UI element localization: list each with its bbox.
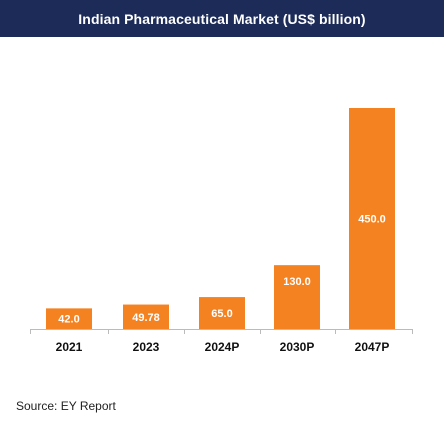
source-note: Source: EY Report xyxy=(16,399,116,413)
bar-2023 xyxy=(123,304,169,329)
data-label-2030P: 130.0 xyxy=(283,276,311,288)
x-tick-label-2023: 2023 xyxy=(133,340,160,354)
data-label-2021: 42.0 xyxy=(58,314,79,326)
x-tick-label-2021: 2021 xyxy=(56,340,83,354)
x-tick-label-2047P: 2047P xyxy=(355,340,390,354)
x-tick-label-2024P: 2024P xyxy=(205,340,240,354)
chart-title: Indian Pharmaceutical Market (US$ billio… xyxy=(78,10,366,27)
data-label-2023: 49.78 xyxy=(132,312,160,324)
data-label-2047P: 450.0 xyxy=(358,214,386,226)
bar-2047P xyxy=(349,108,395,329)
bar-2030P xyxy=(274,265,320,329)
bar-2024P xyxy=(199,297,245,329)
bar-2021 xyxy=(46,308,92,329)
x-tick-label-2030P: 2030P xyxy=(280,340,315,354)
chart-title-bar: Indian Pharmaceutical Market (US$ billio… xyxy=(0,0,444,37)
data-label-2024P: 65.0 xyxy=(211,308,232,320)
